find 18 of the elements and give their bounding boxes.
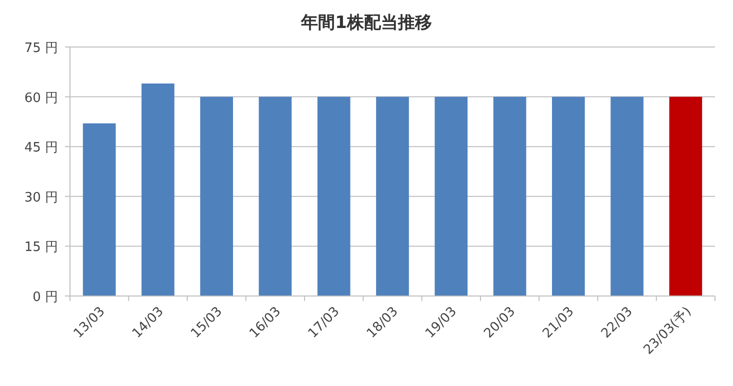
chart-title: 年間1株配当推移 bbox=[300, 13, 432, 33]
bar bbox=[317, 96, 350, 296]
y-tick-label: 60 円 bbox=[24, 90, 58, 106]
bar bbox=[434, 96, 468, 296]
y-tick-label: 45 円 bbox=[24, 140, 58, 156]
bar bbox=[376, 96, 409, 296]
bar bbox=[82, 123, 116, 296]
y-tick-label: 75 円 bbox=[24, 41, 58, 56]
bar bbox=[552, 96, 585, 296]
bar bbox=[258, 96, 292, 296]
y-tick-label: 30 円 bbox=[24, 190, 58, 206]
bar bbox=[610, 96, 644, 296]
y-tick-label: 15 円 bbox=[24, 240, 58, 256]
bar bbox=[493, 96, 526, 296]
bar bbox=[200, 96, 234, 296]
bar bbox=[142, 84, 174, 296]
y-tick-label: 0 円 bbox=[32, 290, 58, 305]
bar bbox=[669, 96, 702, 296]
